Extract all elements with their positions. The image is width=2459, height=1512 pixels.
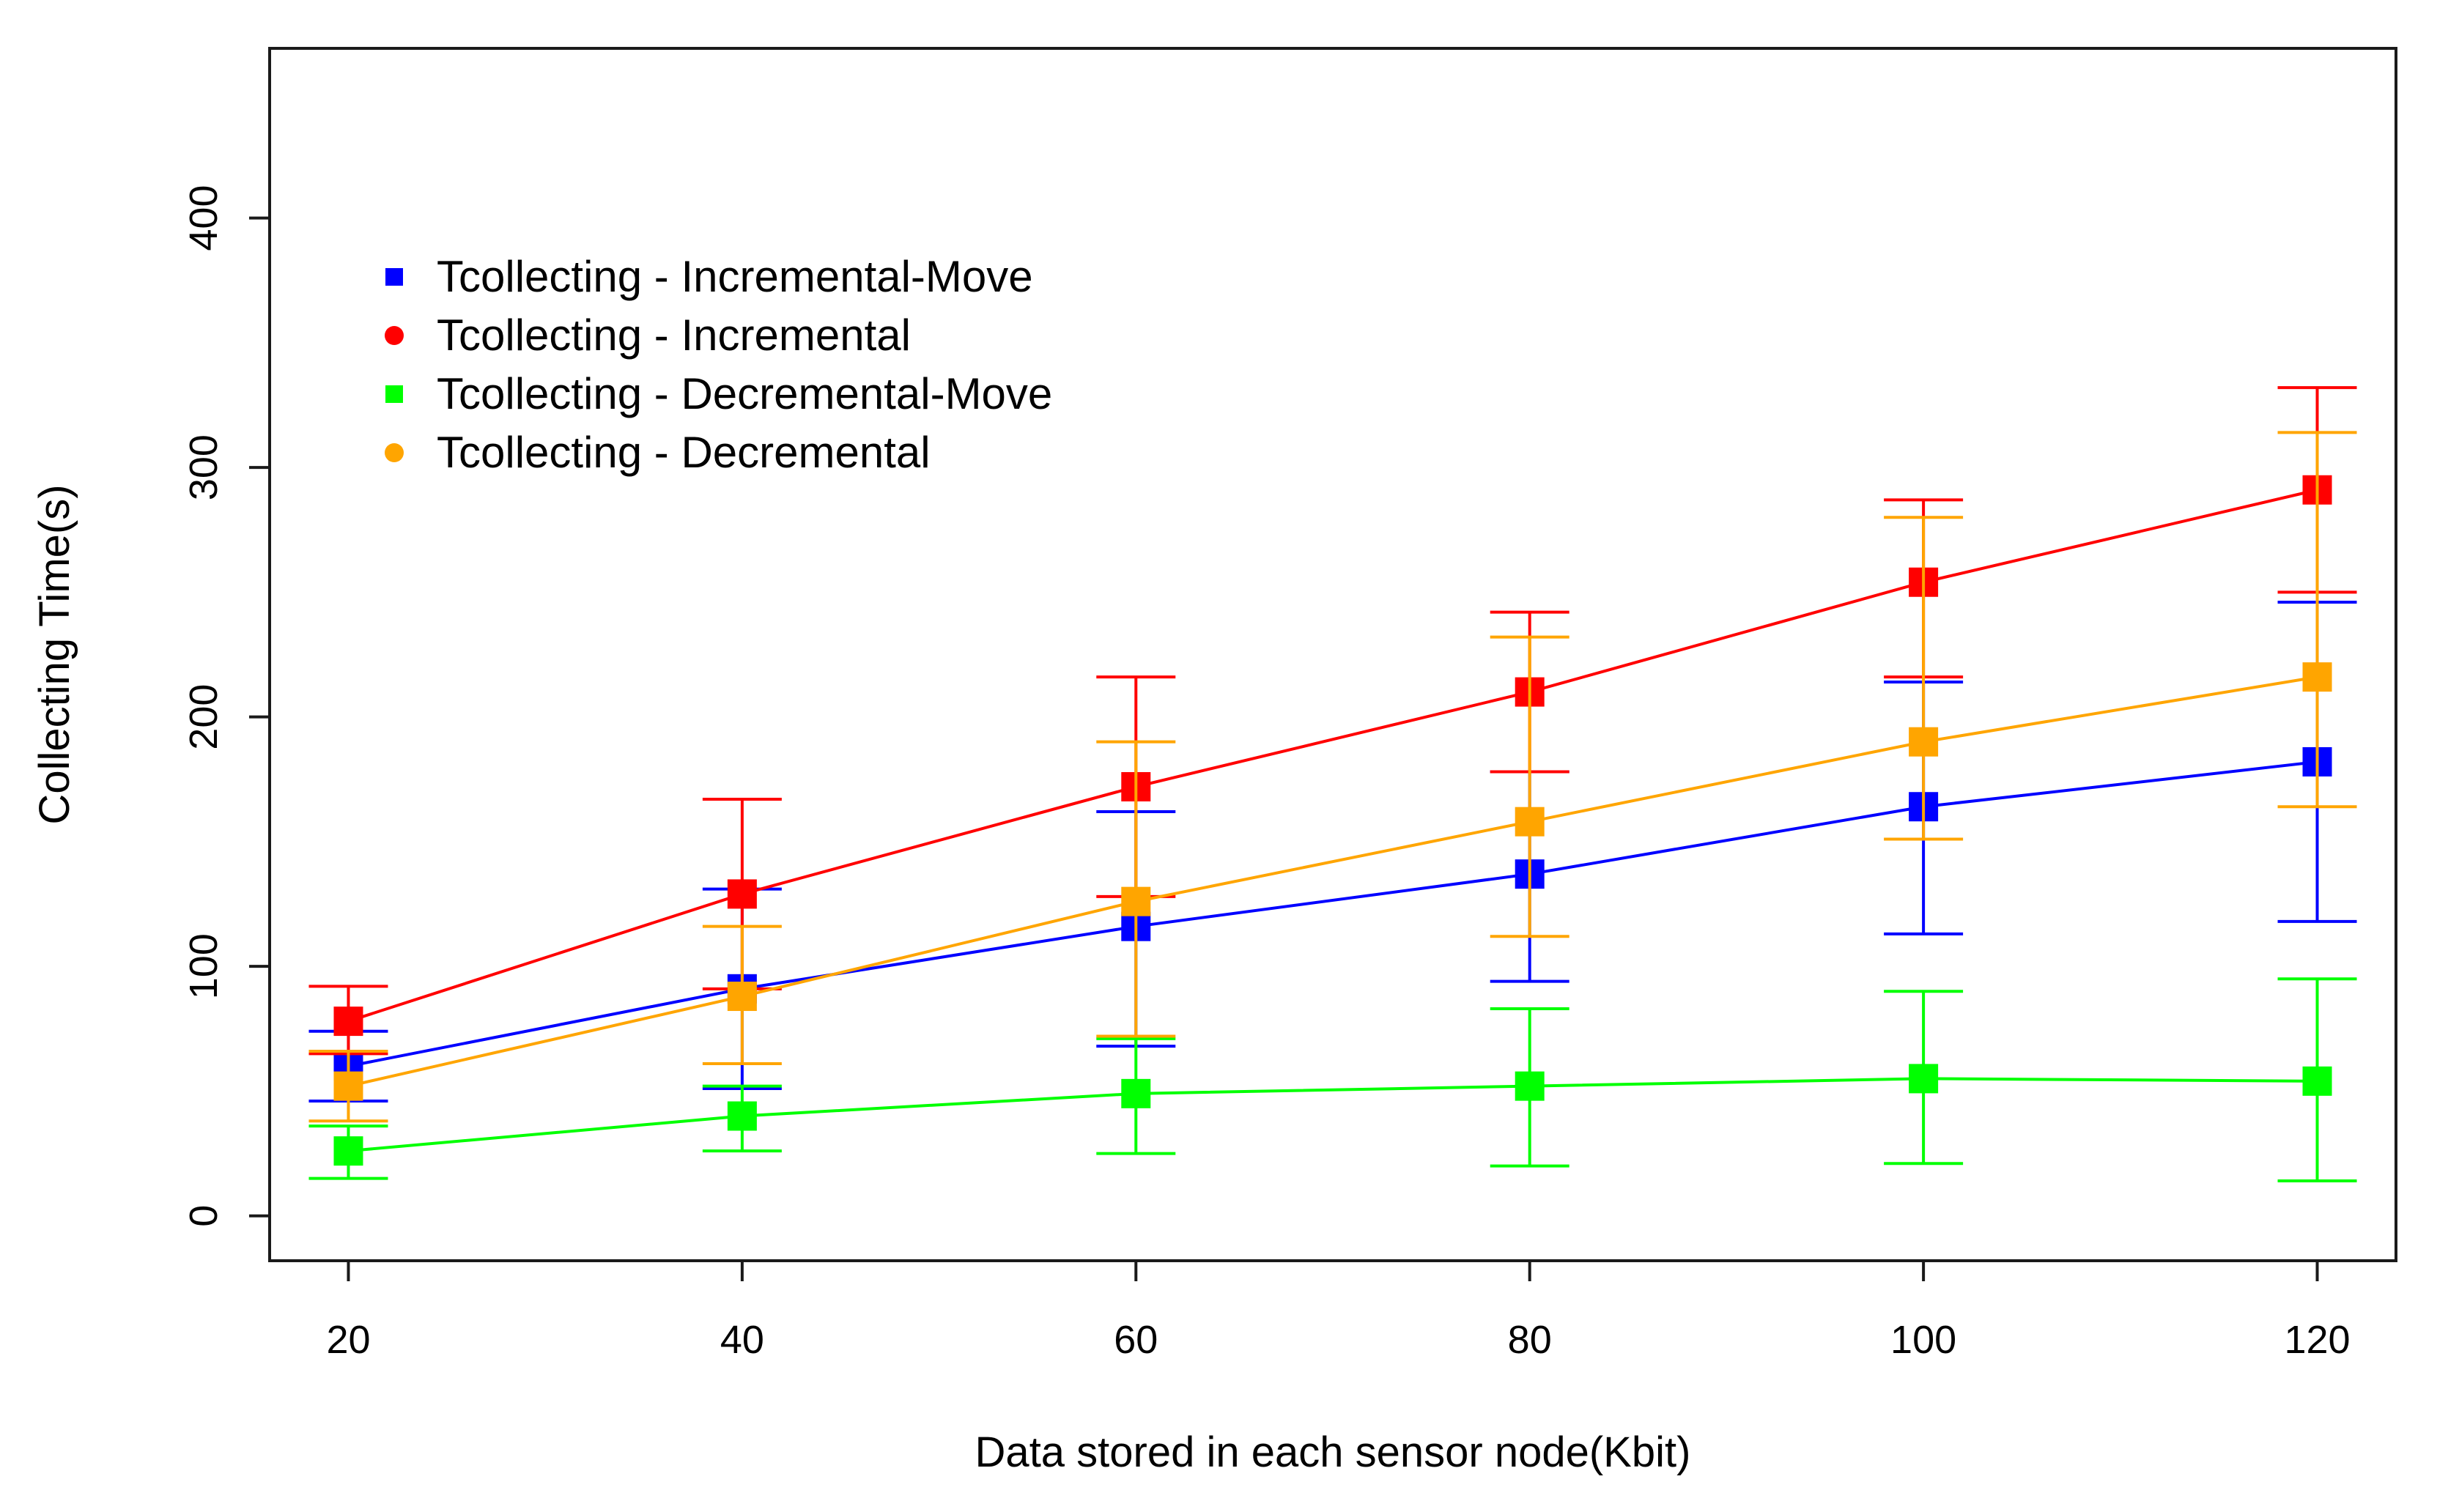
y-tick-label: 100 (182, 933, 226, 999)
series-2 (308, 977, 2357, 1183)
x-tick-label: 40 (720, 1318, 764, 1362)
x-tick-label: 100 (1890, 1318, 1956, 1362)
legend-marker (385, 268, 403, 286)
x-tick-label: 60 (1114, 1318, 1158, 1362)
y-tick-label: 200 (182, 684, 226, 750)
series-line (347, 488, 2318, 1023)
series-3 (308, 431, 2357, 1123)
x-tick-label: 80 (1508, 1318, 1552, 1362)
data-point (1515, 807, 1545, 837)
data-point (1515, 1071, 1545, 1101)
legend-label: Tcollecting - Incremental (437, 311, 911, 360)
legend-item: Tcollecting - Decremental (385, 428, 931, 477)
y-tick-label: 0 (182, 1205, 226, 1227)
legend: Tcollecting - Incremental-Move Tcollectin… (385, 252, 1052, 477)
data-point (333, 1071, 363, 1101)
data-point (333, 1007, 363, 1037)
data-point (1909, 1064, 1939, 1094)
data-point (1909, 727, 1939, 757)
y-tick-label: 300 (182, 434, 226, 500)
plot-marks (308, 386, 2357, 1183)
series-line (348, 1077, 2318, 1153)
x-tick-label: 120 (2284, 1318, 2350, 1362)
series-line (348, 760, 2318, 1068)
x-axis-title: Data stored in each sensor node(Kbit) (975, 1428, 1691, 1476)
series-line (348, 675, 2318, 1088)
legend-label: Tcollecting - Incremental-Move (437, 252, 1033, 301)
y-axis-title: Collecting Time(s) (31, 484, 78, 824)
legend-marker (385, 326, 404, 345)
data-point (727, 879, 757, 909)
data-point (2302, 1066, 2332, 1096)
data-point (2302, 662, 2332, 692)
legend-item: Tcollecting - Incremental (385, 311, 911, 360)
axes: 20 40 60 80 100 120 0 100 200 300 400 (182, 185, 2351, 1362)
legend-item: Tcollecting - Incremental-Move (385, 252, 1033, 301)
legend-marker (385, 385, 403, 403)
legend-label: Tcollecting - Decremental-Move (437, 369, 1052, 418)
data-point (727, 1101, 757, 1131)
legend-marker (385, 443, 404, 462)
data-point (1121, 1078, 1151, 1108)
data-point (727, 982, 757, 1012)
data-point (333, 1136, 363, 1166)
x-tick-label: 20 (326, 1318, 370, 1362)
legend-label: Tcollecting - Decremental (437, 428, 931, 477)
legend-item: Tcollecting - Decremental-Move (385, 369, 1052, 418)
data-point (1121, 886, 1151, 916)
y-tick-label: 400 (182, 185, 226, 251)
